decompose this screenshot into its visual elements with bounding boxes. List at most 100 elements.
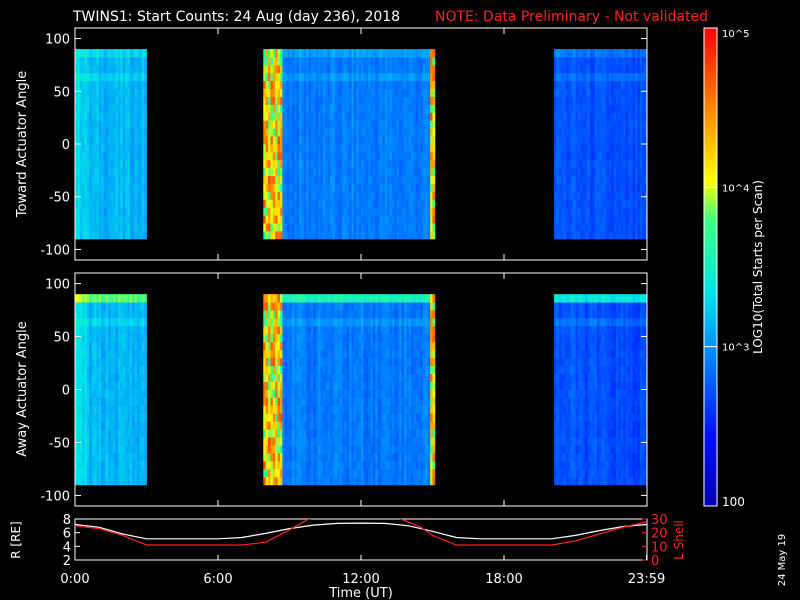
heatmap-cell — [139, 144, 143, 153]
heatmap-cell — [337, 199, 340, 208]
heatmap-cell — [608, 167, 612, 177]
heatmap-cell — [141, 49, 145, 58]
heatmap-cell — [608, 72, 612, 82]
heatmap-cell — [637, 191, 641, 200]
heatmap-cell — [103, 445, 107, 454]
heatmap-cell — [103, 80, 107, 90]
heatmap-cell — [596, 72, 600, 82]
heatmap-cell — [356, 231, 360, 240]
heatmap-cell — [91, 80, 95, 90]
heatmap-cell — [82, 302, 85, 311]
heatmap-cell — [561, 128, 564, 137]
heatmap-cell — [117, 302, 121, 311]
heatmap-cell — [275, 167, 278, 177]
heatmap-cell — [368, 104, 371, 113]
heatmap-cell — [339, 199, 343, 208]
heatmap-cell — [117, 175, 121, 184]
heatmap-cell — [372, 136, 376, 145]
heatmap-cell — [136, 445, 140, 454]
heatmap-cell — [620, 175, 624, 184]
heatmap-cell — [563, 72, 567, 82]
heatmap-cell — [289, 445, 293, 454]
heatmap-cell — [84, 128, 88, 137]
heatmap-cell — [320, 325, 324, 335]
heatmap-cell — [279, 167, 283, 177]
heatmap-cell — [630, 112, 634, 121]
heatmap-cell — [308, 207, 312, 216]
heatmap-cell — [422, 223, 426, 232]
heatmap-cell — [599, 57, 603, 66]
heatmap-cell — [282, 207, 286, 216]
heatmap-cell — [620, 159, 624, 169]
heatmap-cell — [580, 207, 584, 216]
heatmap-cell — [554, 151, 557, 161]
heatmap-cell — [377, 57, 381, 66]
heatmap-cell — [589, 88, 593, 97]
heatmap-cell — [377, 151, 381, 161]
heatmap-cell — [77, 191, 81, 200]
heatmap-cell — [618, 167, 622, 177]
heatmap-cell — [110, 365, 114, 375]
heatmap-cell — [77, 49, 81, 58]
heatmap-cell — [125, 80, 128, 90]
heatmap-cell — [77, 310, 81, 319]
heatmap-cell — [616, 207, 619, 216]
heatmap-cell — [332, 136, 336, 145]
heatmap-cell — [86, 437, 90, 446]
heatmap-cell — [101, 128, 104, 137]
heatmap-cell — [303, 96, 307, 105]
heatmap-cell — [616, 96, 619, 105]
heatmap-cell — [279, 318, 283, 327]
heatmap-cell — [403, 151, 407, 161]
heatmap-cell — [592, 231, 595, 240]
heatmap-cell — [332, 88, 336, 97]
heatmap-cell — [587, 120, 591, 129]
heatmap-cell — [296, 175, 300, 184]
heatmap-cell — [132, 421, 135, 430]
heatmap-cell — [620, 136, 624, 145]
heatmap-cell — [413, 88, 417, 97]
heatmap-cell — [334, 421, 338, 430]
heatmap-cell — [377, 104, 381, 113]
heatmap-cell — [320, 373, 324, 382]
heatmap-cell — [387, 112, 390, 121]
heatmap-cell — [75, 120, 78, 129]
heatmap-cell — [75, 476, 78, 486]
heatmap-cell — [573, 207, 576, 216]
heatmap-cell — [599, 49, 603, 58]
heatmap-cell — [117, 183, 121, 192]
heatmap-cell — [127, 215, 131, 224]
heatmap-cell — [79, 72, 83, 82]
heatmap-cell — [370, 104, 374, 113]
heatmap-cell — [606, 57, 610, 66]
heatmap-cell — [110, 310, 114, 319]
heatmap-cell — [322, 373, 326, 382]
heatmap-cell — [105, 413, 109, 422]
heatmap-cell — [330, 151, 333, 161]
heatmap-cell — [289, 421, 293, 430]
heatmap-cell — [113, 389, 116, 398]
heatmap-cell — [601, 223, 605, 232]
heatmap-cell — [77, 199, 81, 208]
heatmap-cell — [408, 49, 412, 58]
heatmap-cell — [127, 405, 131, 414]
heatmap-cell — [275, 96, 278, 105]
heatmap-cell — [115, 357, 119, 367]
heatmap-cell — [282, 80, 286, 90]
heatmap-cell — [420, 49, 424, 58]
heatmap-cell — [301, 88, 305, 97]
heatmap-cell — [415, 183, 419, 192]
heatmap-cell — [339, 167, 343, 177]
heatmap-cell — [115, 167, 119, 177]
heatmap-cell — [585, 191, 588, 200]
heatmap-cell — [411, 120, 414, 129]
heatmap-cell — [279, 349, 283, 359]
heatmap-cell — [94, 64, 97, 74]
heatmap-cell — [122, 231, 126, 240]
heatmap-cell — [279, 215, 283, 224]
heatmap-cell — [415, 167, 419, 177]
heatmap-cell — [96, 199, 100, 208]
heatmap-cell — [310, 96, 314, 105]
heatmap-cell — [582, 120, 586, 129]
heatmap-cell — [103, 349, 107, 359]
